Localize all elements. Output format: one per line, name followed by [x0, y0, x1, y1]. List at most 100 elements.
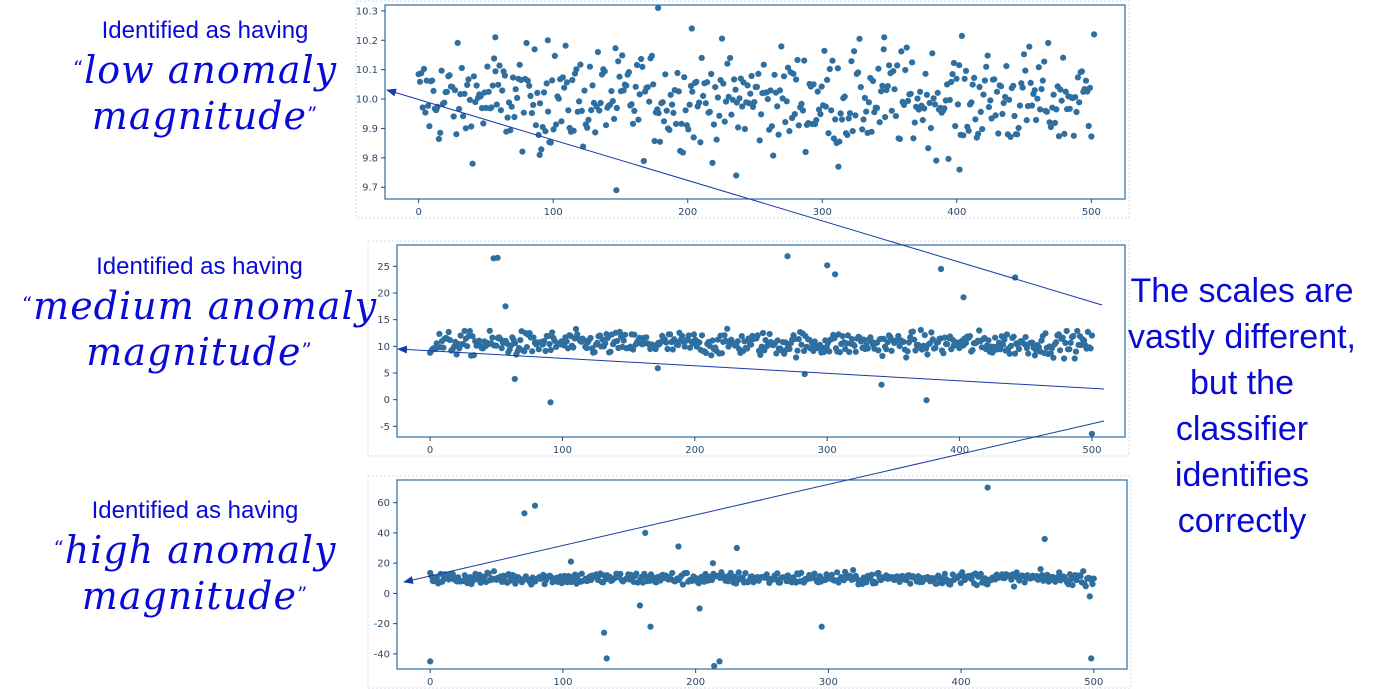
- data-point: [456, 105, 463, 113]
- data-point: [965, 127, 972, 134]
- data-point: [667, 331, 674, 338]
- data-point: [868, 571, 875, 578]
- data-point: [738, 333, 745, 340]
- outlier-point: [824, 262, 831, 269]
- data-point: [550, 126, 557, 133]
- data-point: [651, 137, 658, 145]
- data-point: [625, 69, 633, 76]
- data-point: [612, 45, 619, 52]
- data-point: [776, 579, 784, 586]
- label-medium-prefix: Identified as having: [96, 253, 303, 280]
- data-point: [489, 334, 496, 341]
- data-point: [731, 76, 738, 83]
- data-point: [545, 108, 552, 115]
- data-point: [814, 88, 821, 95]
- figure-frame: [355, 0, 1130, 219]
- data-point: [1085, 122, 1092, 130]
- data-point: [839, 333, 846, 340]
- data-point: [921, 105, 928, 112]
- data-point: [880, 46, 887, 53]
- data-point: [771, 71, 778, 78]
- data-point: [999, 110, 1006, 118]
- data-point: [682, 107, 689, 114]
- data-point: [879, 82, 886, 89]
- chart-2: 0 100 200 300 400 500 -40 -20 0 20 40 60: [367, 475, 1132, 689]
- data-point: [830, 135, 838, 142]
- data-point: [490, 568, 498, 575]
- data-point: [559, 74, 567, 81]
- y-tick-label: 20: [377, 289, 390, 300]
- data-point: [576, 98, 583, 105]
- data-point: [698, 54, 705, 62]
- data-point: [491, 55, 498, 62]
- data-point: [795, 336, 802, 343]
- x-tick-label: 100: [544, 207, 563, 218]
- data-point: [1073, 108, 1080, 116]
- data-point: [851, 48, 858, 55]
- data-point: [1063, 327, 1070, 335]
- data-point: [542, 128, 549, 135]
- outlier-point: [647, 623, 654, 630]
- outlier-point: [835, 163, 842, 170]
- y-tick-label: 60: [377, 498, 390, 509]
- x-tick-label: 400: [947, 207, 966, 218]
- data-point: [1000, 99, 1007, 107]
- data-point: [450, 113, 457, 120]
- data-point: [669, 101, 676, 108]
- data-point: [1045, 39, 1052, 47]
- data-point: [756, 137, 763, 144]
- data-point: [644, 84, 651, 91]
- data-point: [1041, 58, 1048, 65]
- data-point: [933, 157, 940, 164]
- data-point: [678, 120, 685, 127]
- data-point: [469, 333, 476, 340]
- outlier-point: [511, 375, 518, 382]
- data-point: [549, 77, 556, 84]
- outlier-point: [956, 166, 963, 173]
- caption-line: correctly: [1177, 502, 1307, 540]
- data-point: [1088, 133, 1095, 140]
- data-point: [852, 112, 859, 119]
- data-point: [1088, 332, 1095, 339]
- data-point: [1031, 352, 1038, 359]
- data-point: [977, 570, 984, 578]
- data-point: [1047, 123, 1054, 131]
- data-point: [469, 160, 476, 167]
- data-point: [718, 35, 726, 42]
- data-point: [620, 87, 627, 94]
- data-point: [1056, 569, 1063, 576]
- data-point: [798, 341, 805, 348]
- data-point: [1057, 347, 1064, 354]
- data-point: [985, 104, 993, 111]
- y-tick-label: 10.1: [356, 65, 378, 76]
- data-point: [484, 63, 491, 70]
- data-point: [1011, 112, 1018, 120]
- data-point: [507, 127, 514, 134]
- data-point: [1080, 337, 1088, 344]
- data-point: [716, 112, 723, 119]
- data-point: [999, 341, 1007, 348]
- x-tick-label: 500: [1084, 677, 1103, 688]
- data-point: [849, 128, 856, 135]
- data-point: [623, 82, 630, 89]
- data-point: [662, 71, 669, 78]
- data-point: [968, 99, 975, 106]
- data-point: [635, 116, 642, 123]
- label-high-line1: high anomaly: [64, 528, 337, 572]
- data-point: [864, 345, 871, 352]
- data-point: [1023, 117, 1030, 124]
- data-point: [640, 157, 647, 165]
- data-point: [722, 98, 730, 105]
- data-point: [523, 39, 530, 47]
- data-point: [480, 120, 487, 127]
- data-point: [1080, 568, 1087, 575]
- data-point: [1071, 355, 1078, 362]
- data-point: [992, 334, 999, 341]
- data-point: [754, 332, 761, 339]
- data-point: [493, 342, 500, 349]
- x-tick-label: 300: [819, 677, 838, 688]
- caption-line: The scales are: [1130, 272, 1354, 310]
- data-point: [710, 121, 718, 128]
- data-point: [834, 65, 842, 72]
- outlier-point: [636, 602, 644, 609]
